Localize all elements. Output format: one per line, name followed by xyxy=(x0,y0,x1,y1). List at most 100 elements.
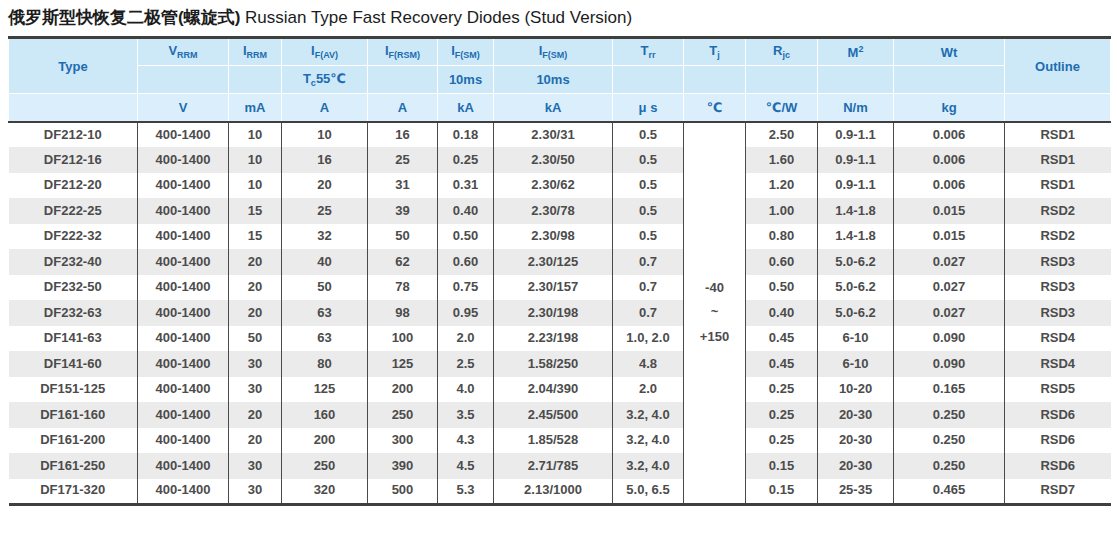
irrm-cell: 10 xyxy=(229,122,282,148)
if-av-cell: 20 xyxy=(282,173,368,199)
wt-cell: 0.027 xyxy=(894,249,1005,275)
wt-cell: 0.090 xyxy=(894,326,1005,352)
vrrm-cell: 400-1400 xyxy=(138,147,229,173)
irrm-cell: 20 xyxy=(229,300,282,326)
if-sm-surge-cell: 2.45/500 xyxy=(494,402,613,428)
column-unit-type xyxy=(9,94,138,122)
rjc-cell: 1.60 xyxy=(746,147,818,173)
m2-cell: 0.9-1.1 xyxy=(818,173,894,199)
type-cell: DF151-125 xyxy=(9,377,138,403)
table-row: DF232-40400-14002040620.602.30/1250.70.6… xyxy=(9,249,1111,275)
wt-cell: 0.090 xyxy=(894,351,1005,377)
column-header-irrm: IRRM xyxy=(229,38,282,66)
table-row: DF212-10400-14001010160.182.30/310.5-40~… xyxy=(9,122,1111,148)
outline-cell: RSD3 xyxy=(1005,275,1111,301)
outline-cell: RSD3 xyxy=(1005,249,1111,275)
type-cell: DF222-25 xyxy=(9,198,138,224)
if-sm-10ms-cell: 5.3 xyxy=(438,479,494,505)
outline-cell: RSD6 xyxy=(1005,428,1111,454)
vrrm-cell: 400-1400 xyxy=(138,428,229,454)
column-header-if-rsm: IF(RSM) xyxy=(368,38,438,66)
column-condition-rjc xyxy=(746,66,818,94)
outline-cell: RSD5 xyxy=(1005,377,1111,403)
wt-cell: 0.015 xyxy=(894,224,1005,250)
if-sm-10ms-cell: 0.18 xyxy=(438,122,494,148)
trr-cell: 0.5 xyxy=(613,173,684,199)
column-condition-irrm xyxy=(229,66,282,94)
rjc-cell: 1.20 xyxy=(746,173,818,199)
tj-range-line: +150 xyxy=(686,325,743,349)
trr-cell: 0.5 xyxy=(613,147,684,173)
column-header-if-sm-1: IF(SM) xyxy=(438,38,494,66)
m2-cell: 0.9-1.1 xyxy=(818,147,894,173)
wt-cell: 0.465 xyxy=(894,479,1005,505)
rjc-cell: 0.50 xyxy=(746,275,818,301)
trr-cell: 3.2, 4.0 xyxy=(613,453,684,479)
m2-cell: 20-30 xyxy=(818,428,894,454)
column-unit-outline xyxy=(1005,94,1111,122)
if-av-cell: 32 xyxy=(282,224,368,250)
wt-cell: 0.165 xyxy=(894,377,1005,403)
table-header: TypeVRRMIRRMIF(AV)IF(RSM)IF(SM)IF(SM)Trr… xyxy=(9,38,1111,122)
page-title-chinese: 俄罗斯型快恢复二极管(螺旋式) xyxy=(8,8,240,27)
if-rsm-cell: 300 xyxy=(368,428,438,454)
rjc-cell: 2.50 xyxy=(746,122,818,148)
irrm-cell: 20 xyxy=(229,275,282,301)
column-unit-if-av: A xyxy=(282,94,368,122)
if-rsm-cell: 250 xyxy=(368,402,438,428)
irrm-cell: 30 xyxy=(229,377,282,403)
wt-cell: 0.250 xyxy=(894,428,1005,454)
if-av-cell: 125 xyxy=(282,377,368,403)
irrm-cell: 10 xyxy=(229,173,282,199)
if-av-cell: 40 xyxy=(282,249,368,275)
wt-cell: 0.027 xyxy=(894,300,1005,326)
if-rsm-cell: 39 xyxy=(368,198,438,224)
page-title-english: Russian Type Fast Recovery Diodes (Stud … xyxy=(240,8,632,27)
if-av-cell: 63 xyxy=(282,300,368,326)
irrm-cell: 15 xyxy=(229,198,282,224)
m2-cell: 5.0-6.2 xyxy=(818,249,894,275)
wt-cell: 0.006 xyxy=(894,147,1005,173)
if-sm-surge-cell: 2.30/78 xyxy=(494,198,613,224)
vrrm-cell: 400-1400 xyxy=(138,479,229,505)
table-row: DF151-125400-1400301252004.02.04/3902.00… xyxy=(9,377,1111,403)
outline-cell: RSD4 xyxy=(1005,326,1111,352)
if-rsm-cell: 31 xyxy=(368,173,438,199)
m2-cell: 1.4-1.8 xyxy=(818,224,894,250)
if-sm-10ms-cell: 2.0 xyxy=(438,326,494,352)
trr-cell: 0.5 xyxy=(613,224,684,250)
table-body: DF212-10400-14001010160.182.30/310.5-40~… xyxy=(9,122,1111,505)
if-rsm-cell: 50 xyxy=(368,224,438,250)
type-cell: DF141-60 xyxy=(9,351,138,377)
m2-cell: 1.4-1.8 xyxy=(818,198,894,224)
column-unit-rjc: ℃/W xyxy=(746,94,818,122)
m2-cell: 5.0-6.2 xyxy=(818,300,894,326)
column-condition-if-sm-2: 10ms xyxy=(494,66,613,94)
outline-cell: RSD1 xyxy=(1005,173,1111,199)
if-av-cell: 16 xyxy=(282,147,368,173)
column-unit-if-sm-1: kA xyxy=(438,94,494,122)
if-sm-surge-cell: 2.30/98 xyxy=(494,224,613,250)
if-rsm-cell: 16 xyxy=(368,122,438,148)
column-condition-trr xyxy=(613,66,684,94)
type-cell: DF212-20 xyxy=(9,173,138,199)
page-title: 俄罗斯型快恢复二极管(螺旋式) Russian Type Fast Recove… xyxy=(8,7,1117,29)
column-header-vrrm: VRRM xyxy=(138,38,229,66)
column-header-m2: M2 xyxy=(818,38,894,66)
type-cell: DF222-32 xyxy=(9,224,138,250)
vrrm-cell: 400-1400 xyxy=(138,300,229,326)
irrm-cell: 50 xyxy=(229,326,282,352)
trr-cell: 3.2, 4.0 xyxy=(613,428,684,454)
type-cell: DF212-10 xyxy=(9,122,138,148)
irrm-cell: 30 xyxy=(229,479,282,505)
column-unit-irrm: mA xyxy=(229,94,282,122)
type-cell: DF161-160 xyxy=(9,402,138,428)
if-sm-10ms-cell: 4.5 xyxy=(438,453,494,479)
vrrm-cell: 400-1400 xyxy=(138,198,229,224)
type-cell: DF232-63 xyxy=(9,300,138,326)
if-sm-10ms-cell: 3.5 xyxy=(438,402,494,428)
if-sm-surge-cell: 2.71/785 xyxy=(494,453,613,479)
wt-cell: 0.027 xyxy=(894,275,1005,301)
column-condition-if-sm-1: 10ms xyxy=(438,66,494,94)
m2-cell: 25-35 xyxy=(818,479,894,505)
